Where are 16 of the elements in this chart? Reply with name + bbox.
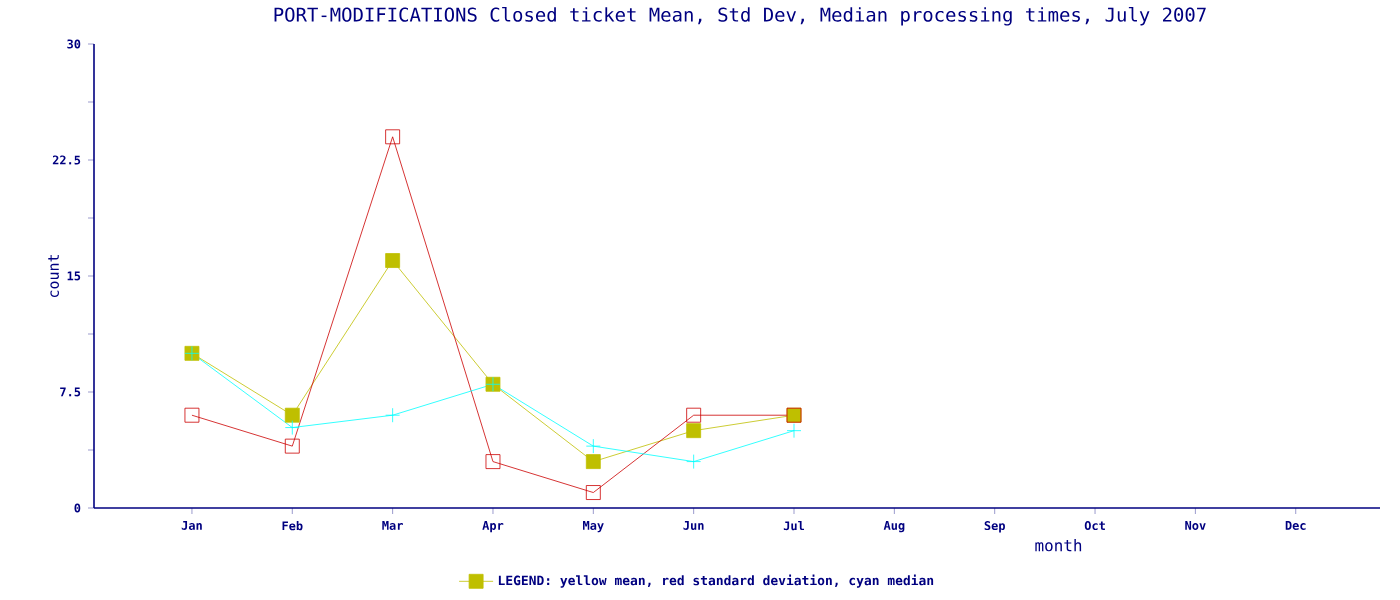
point: [585, 438, 601, 454]
point: [686, 454, 702, 469]
point: [284, 438, 300, 454]
point: [385, 407, 401, 423]
point: [585, 485, 601, 500]
point: [485, 454, 501, 469]
point: [284, 420, 300, 435]
point: [686, 407, 702, 423]
point: [184, 407, 200, 423]
chart-title: PORT-MODIFICATIONS Closed ticket Mean, Std Dev, Median processing times, July 2007: [274, 7, 1206, 26]
point: [385, 253, 401, 268]
point: [585, 454, 601, 469]
point: [786, 423, 802, 439]
point: [284, 407, 300, 423]
point: [385, 129, 401, 145]
point: [686, 423, 702, 439]
